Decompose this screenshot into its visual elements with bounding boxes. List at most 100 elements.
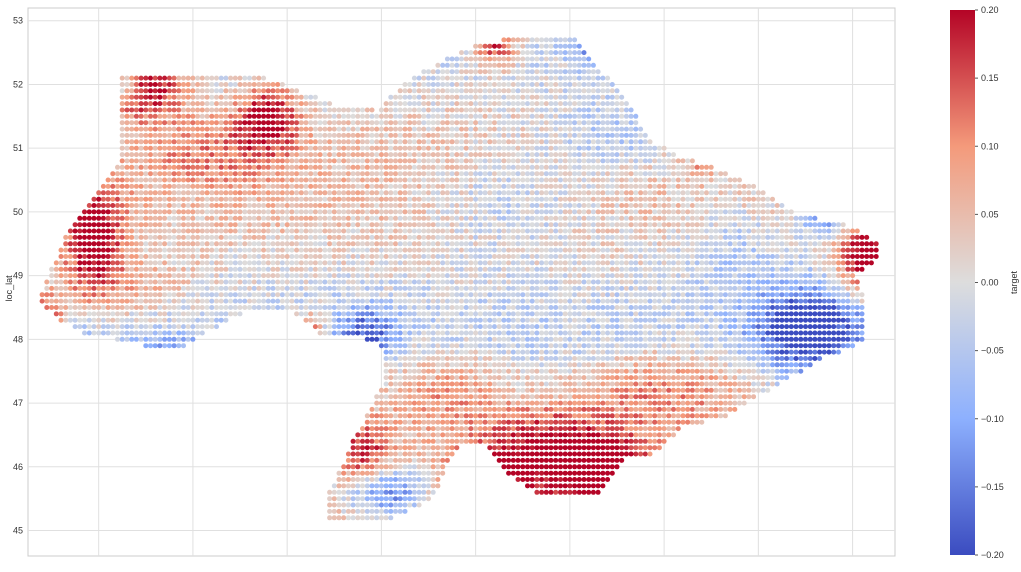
data-point	[520, 362, 526, 368]
data-point	[817, 317, 823, 323]
data-point	[572, 489, 578, 495]
data-point	[821, 298, 827, 304]
data-point	[510, 234, 516, 240]
data-point	[661, 305, 667, 310]
data-point	[614, 305, 620, 310]
data-point	[468, 234, 474, 240]
data-point	[110, 305, 116, 310]
data-point	[435, 311, 441, 317]
data-point	[345, 254, 351, 259]
data-point	[364, 254, 370, 259]
data-point	[138, 324, 144, 330]
data-point	[727, 311, 733, 317]
data-point	[515, 285, 521, 291]
data-point	[435, 381, 441, 387]
data-point	[270, 292, 276, 298]
data-point	[623, 292, 629, 298]
data-point	[713, 260, 719, 266]
data-point	[609, 432, 615, 438]
data-point	[751, 298, 757, 304]
data-point	[397, 362, 403, 368]
data-point	[77, 273, 83, 279]
data-point	[812, 311, 818, 317]
data-point	[317, 330, 323, 336]
data-point	[416, 305, 422, 310]
data-point	[449, 330, 455, 336]
data-point	[430, 483, 436, 489]
data-point	[463, 356, 469, 361]
data-point	[586, 489, 592, 495]
data-point	[722, 413, 728, 419]
data-point	[449, 317, 455, 323]
data-point	[727, 368, 733, 374]
data-point	[755, 241, 761, 247]
data-point	[689, 305, 695, 310]
data-point	[364, 260, 370, 266]
data-point	[91, 228, 97, 234]
data-point	[251, 215, 257, 221]
data-point	[666, 432, 672, 438]
data-point	[718, 387, 724, 393]
data-point	[72, 298, 78, 304]
data-point	[807, 330, 813, 336]
data-point	[628, 222, 634, 228]
data-point	[388, 317, 394, 323]
data-point	[388, 241, 394, 247]
data-point	[539, 241, 545, 247]
data-point	[539, 483, 545, 489]
data-point	[854, 228, 860, 234]
data-point	[666, 368, 672, 374]
data-point	[600, 298, 606, 304]
data-point	[562, 394, 568, 400]
data-point	[741, 368, 747, 374]
data-point	[444, 394, 450, 400]
data-point	[393, 432, 398, 438]
data-point	[181, 260, 186, 266]
data-point	[67, 273, 73, 279]
data-point	[482, 349, 488, 355]
data-point	[388, 489, 394, 495]
data-point	[539, 336, 545, 342]
data-point	[303, 254, 309, 259]
data-point	[774, 362, 780, 368]
data-point	[115, 330, 120, 336]
data-point	[510, 368, 516, 374]
data-point	[487, 298, 493, 304]
data-point	[543, 330, 549, 336]
data-point	[826, 324, 832, 330]
data-point	[553, 387, 559, 393]
data-point	[232, 234, 238, 240]
data-point	[515, 336, 521, 342]
data-point	[360, 260, 365, 266]
data-point	[383, 413, 389, 419]
data-point	[722, 400, 728, 406]
data-point	[656, 445, 662, 451]
data-point	[501, 305, 507, 310]
data-point	[576, 387, 582, 393]
data-point	[765, 234, 771, 240]
data-point	[760, 343, 766, 349]
data-point	[261, 247, 267, 253]
data-point	[322, 292, 328, 298]
data-point	[675, 356, 681, 361]
data-point	[685, 375, 691, 381]
data-point	[430, 292, 436, 298]
data-point	[534, 451, 540, 457]
data-point	[199, 260, 205, 266]
data-point	[628, 311, 634, 317]
data-point	[708, 285, 714, 291]
data-point	[440, 438, 446, 444]
data-point	[298, 285, 304, 291]
data-point	[821, 241, 827, 247]
data-point	[402, 413, 408, 419]
data-point	[440, 317, 446, 323]
data-point	[661, 222, 667, 228]
data-point	[360, 508, 365, 514]
data-point	[520, 387, 526, 393]
data-point	[572, 260, 578, 266]
data-point	[694, 419, 700, 425]
data-point	[378, 285, 384, 291]
data-point	[704, 279, 709, 285]
data-point	[694, 305, 700, 310]
data-point	[652, 222, 658, 228]
